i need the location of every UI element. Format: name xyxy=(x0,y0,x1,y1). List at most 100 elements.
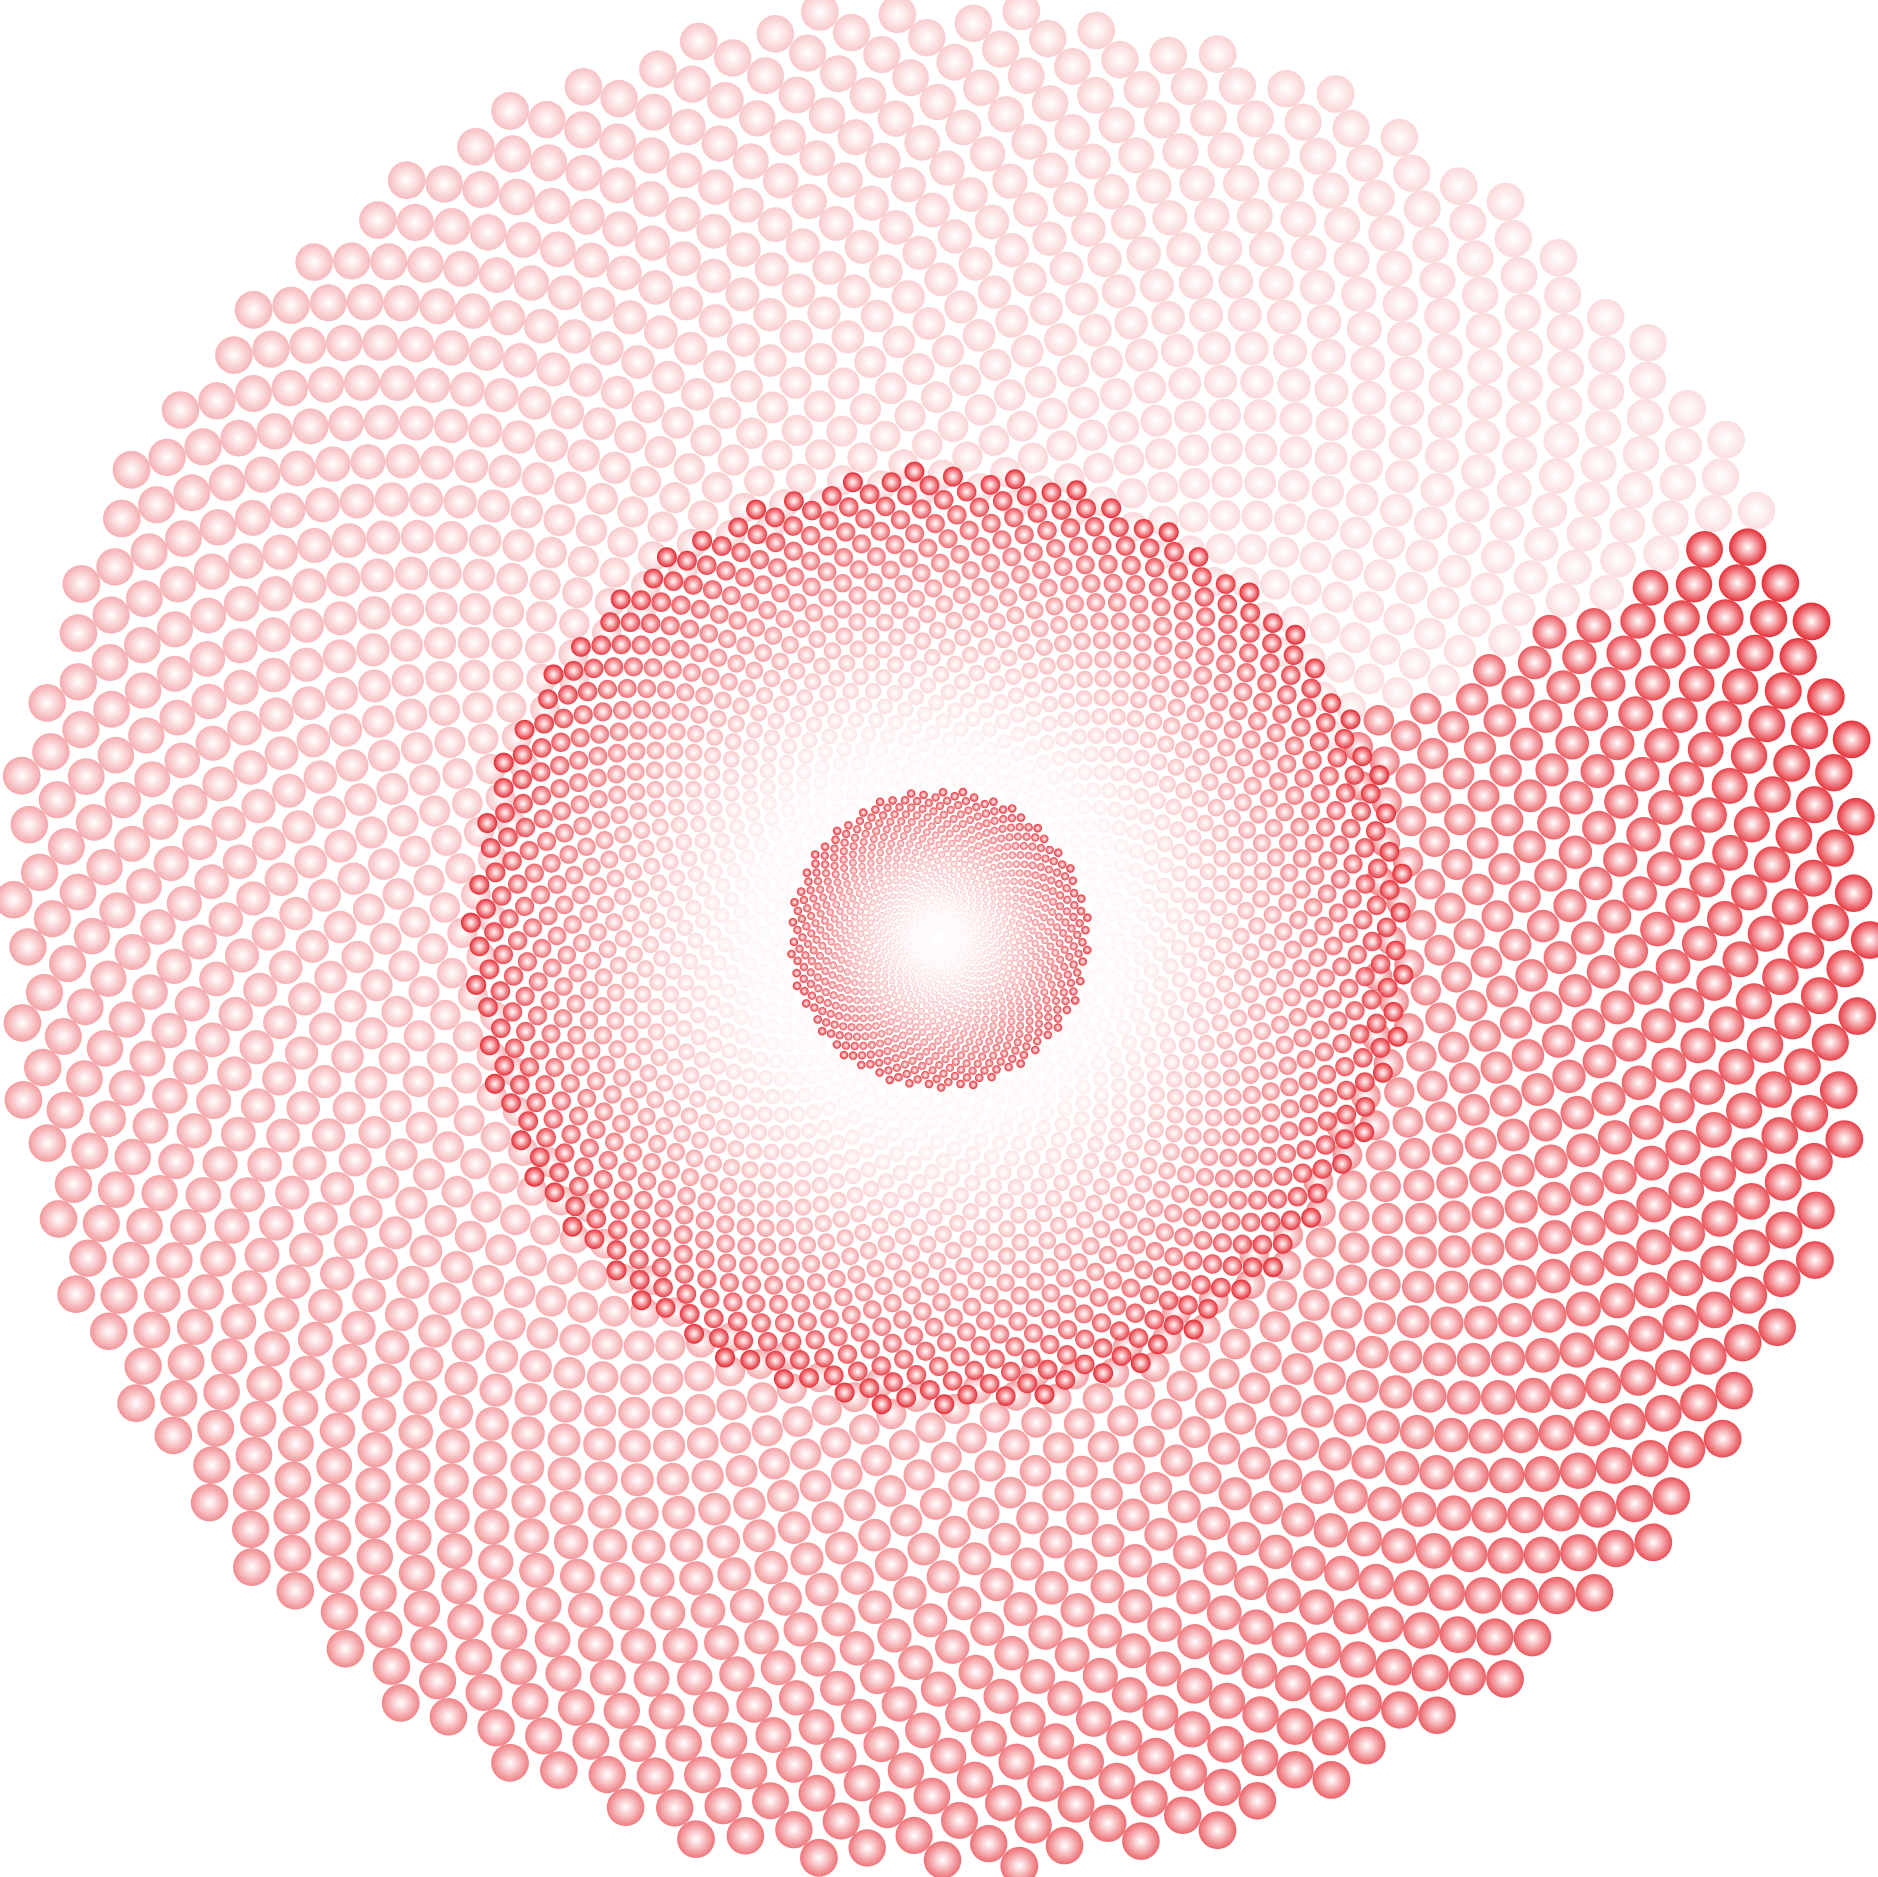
sphere xyxy=(844,1148,860,1165)
sphere xyxy=(1184,765,1202,783)
sphere xyxy=(561,1074,580,1093)
sphere xyxy=(1019,930,1027,938)
sphere xyxy=(467,723,499,755)
sphere xyxy=(796,764,812,780)
sphere xyxy=(723,1292,743,1312)
sphere xyxy=(1028,842,1037,851)
sphere xyxy=(1825,1120,1864,1158)
sphere xyxy=(979,915,985,922)
sphere xyxy=(1171,1271,1191,1291)
sphere xyxy=(816,909,825,918)
sphere xyxy=(920,899,926,906)
sphere xyxy=(1027,503,1048,523)
sphere xyxy=(998,997,1006,1005)
sphere xyxy=(1147,1069,1164,1086)
sphere xyxy=(1234,331,1269,366)
sphere xyxy=(746,863,762,878)
sphere xyxy=(950,953,956,959)
sphere xyxy=(282,1390,319,1427)
sphere xyxy=(788,868,802,882)
sphere xyxy=(1117,915,1133,931)
sphere xyxy=(1098,106,1135,144)
sphere xyxy=(1093,764,1109,781)
sphere xyxy=(1137,1737,1174,1775)
sphere xyxy=(462,171,500,208)
sphere xyxy=(1281,665,1301,685)
sphere xyxy=(1074,949,1083,958)
sphere xyxy=(807,929,816,938)
sphere xyxy=(563,915,582,934)
sphere xyxy=(933,816,942,825)
sphere xyxy=(870,521,891,541)
sphere xyxy=(1023,1219,1042,1238)
sphere xyxy=(514,1518,549,1554)
sphere xyxy=(319,1412,356,1449)
sphere xyxy=(732,143,769,180)
sphere xyxy=(1424,438,1460,473)
sphere xyxy=(583,951,602,970)
sphere xyxy=(890,915,897,921)
sphere xyxy=(939,892,946,898)
sphere xyxy=(593,997,611,1015)
sphere xyxy=(1035,931,1043,940)
sphere xyxy=(741,1067,758,1084)
sphere xyxy=(1125,338,1158,372)
sphere xyxy=(844,1032,853,1041)
sphere xyxy=(1349,449,1383,483)
sphere xyxy=(565,865,584,885)
sphere xyxy=(1669,1215,1705,1252)
sphere xyxy=(907,863,915,871)
sphere xyxy=(1490,1341,1526,1376)
sphere xyxy=(830,1458,863,1490)
sphere xyxy=(1090,1569,1125,1604)
sphere xyxy=(964,1145,981,1162)
sphere xyxy=(996,908,1003,915)
sphere xyxy=(837,956,846,964)
sphere xyxy=(1044,1013,1053,1022)
sphere xyxy=(875,641,893,659)
sphere xyxy=(1039,1104,1055,1120)
sphere xyxy=(733,834,750,850)
sphere xyxy=(1054,1637,1090,1672)
sphere xyxy=(211,1338,248,1375)
sphere xyxy=(1389,1340,1423,1374)
sphere xyxy=(1025,1008,1034,1017)
sphere xyxy=(1471,1196,1505,1230)
sphere xyxy=(1425,1101,1457,1133)
sphere xyxy=(861,997,869,1005)
sphere xyxy=(1066,978,1076,988)
sphere xyxy=(742,956,758,971)
sphere xyxy=(1227,862,1245,880)
sphere xyxy=(834,1287,853,1307)
sphere xyxy=(863,1005,872,1014)
sphere xyxy=(800,986,809,996)
sphere xyxy=(1134,1175,1152,1193)
sphere xyxy=(1652,1477,1691,1515)
sphere xyxy=(1253,862,1272,881)
sphere xyxy=(908,19,946,57)
sphere xyxy=(879,928,887,935)
sphere xyxy=(582,1041,601,1060)
sphere xyxy=(1569,1250,1605,1286)
sphere xyxy=(1015,823,1024,832)
sphere xyxy=(1130,1780,1168,1818)
sphere xyxy=(485,1340,519,1374)
sphere xyxy=(733,1122,750,1139)
sphere xyxy=(1166,1106,1184,1124)
sphere xyxy=(992,491,1013,511)
sphere xyxy=(784,491,804,511)
sphere xyxy=(948,963,954,968)
sphere xyxy=(1313,1362,1346,1395)
sphere xyxy=(364,1246,399,1281)
sphere xyxy=(1241,1653,1278,1689)
sphere xyxy=(1045,1826,1084,1865)
sphere xyxy=(1265,996,1284,1015)
sphere xyxy=(716,1389,748,1421)
sphere xyxy=(1489,506,1525,541)
sphere xyxy=(588,768,607,788)
sphere xyxy=(1591,1081,1626,1116)
sphere xyxy=(1065,594,1085,613)
sphere xyxy=(381,995,414,1028)
sphere xyxy=(1068,876,1078,886)
sphere xyxy=(896,913,903,920)
